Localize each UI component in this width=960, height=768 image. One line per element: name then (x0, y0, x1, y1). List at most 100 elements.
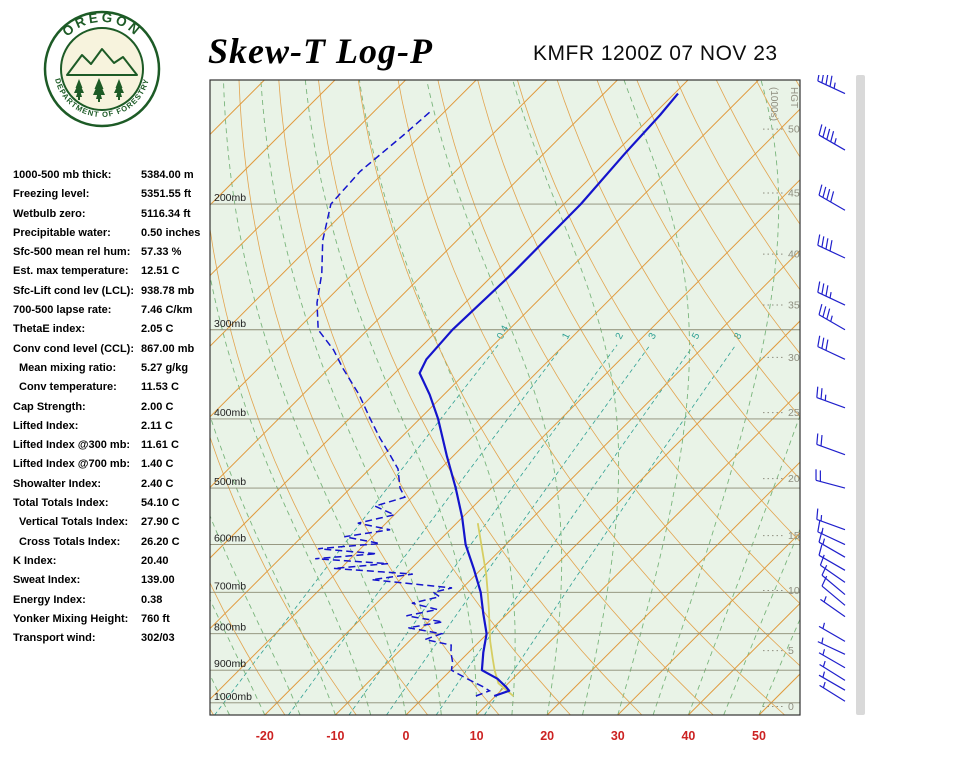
index-row: Sweat Index: 139.00 (13, 572, 213, 591)
logo-mountain-trees (66, 48, 138, 102)
isotherm (405, 320, 800, 715)
index-row: Lifted Index @300 mb: 11.61 C (13, 437, 213, 456)
height-label: 15 (788, 530, 800, 542)
isotherm (210, 80, 406, 277)
wind-barb (817, 234, 846, 259)
index-label: Cross Totals Index: (19, 535, 121, 548)
pressure-label: 400mb (214, 407, 246, 419)
wind-barb (818, 649, 846, 669)
height-label: 40 (788, 249, 800, 261)
dry-adiabat (517, 80, 800, 543)
wind-barb (816, 433, 846, 456)
index-value: 5.27 g/kg (141, 361, 189, 374)
wind-barb (818, 622, 846, 642)
isotherm (830, 80, 960, 715)
index-row: Est. max temperature: 12.51 C (13, 263, 213, 282)
height-axis-title: HGT (788, 87, 799, 108)
dry-adiabat (210, 435, 357, 715)
logo-inner-ring (60, 27, 144, 111)
index-value: 2.40 C (141, 477, 174, 490)
index-value: 54.10 C (141, 497, 180, 510)
dry-adiabat (210, 581, 286, 715)
wind-barb (819, 660, 846, 681)
index-label: K Index: (13, 554, 57, 567)
temp-axis-label: -20 (256, 729, 274, 743)
mixing-ratio-line (288, 344, 564, 715)
height-axis-units: (1000s) (768, 87, 779, 121)
index-label: 1000-500 mb thick: (13, 169, 112, 181)
mixing-ratio-label: 1 (560, 331, 573, 341)
isotherm (210, 80, 336, 206)
index-row: Energy Index: 0.38 (13, 592, 213, 611)
index-label: Sweat Index: (13, 574, 81, 587)
scrollbar[interactable] (856, 75, 865, 715)
height-label: 0 (788, 701, 794, 713)
temp-axis-label: 10 (470, 729, 484, 743)
height-label: 20 (788, 473, 800, 485)
wind-barb (817, 335, 846, 360)
index-value: 7.46 C/km (141, 304, 193, 317)
wind-barb (819, 681, 846, 702)
pressure-label: 800mb (214, 622, 246, 634)
index-label: ThetaE index: (13, 323, 86, 336)
moist-adiabat (210, 273, 372, 715)
temp-axis-label: 0 (403, 729, 410, 743)
index-row: Lifted Index: 2.11 C (13, 418, 213, 437)
dry-adiabat (836, 80, 960, 715)
dry-adiabat (876, 80, 960, 715)
dry-adiabat (318, 80, 643, 715)
wind-barb (816, 386, 846, 409)
index-label: Conv temperature: (19, 381, 117, 394)
wind-barb (820, 596, 846, 618)
index-row: Precipitable water: 0.50 inches (13, 225, 213, 244)
index-row: Yonker Mixing Height: 760 ft (13, 611, 213, 630)
index-row: Total Totals Index: 54.10 C (13, 495, 213, 514)
wind-barb (816, 508, 846, 531)
index-label: 700-500 lapse rate: (13, 304, 112, 317)
pressure-label: 200mb (214, 192, 246, 204)
dry-adiabat (795, 80, 800, 89)
chart-background (210, 80, 800, 715)
indices-panel: 1000-500 mb thick: 5384.00 m Freezing leve… (13, 167, 213, 649)
wind-barb (818, 184, 846, 211)
temp-axis-label: 20 (540, 729, 554, 743)
height-label: 30 (788, 352, 800, 364)
pressure-label: 300mb (214, 318, 246, 330)
index-row: 700-500 lapse rate: 7.46 C/km (13, 302, 213, 321)
mixing-ratio-label: 3 (647, 331, 660, 341)
index-value: 11.61 C (141, 439, 179, 452)
wind-barb-column (815, 75, 846, 702)
index-value: 867.00 mb (141, 342, 195, 355)
dry-adiabat (397, 80, 785, 715)
height-label: 25 (788, 407, 800, 419)
wind-barb (817, 75, 846, 95)
index-row: K Index: 20.40 (13, 553, 213, 572)
height-label: 10 (788, 585, 800, 597)
dry-adiabat (636, 80, 800, 355)
wind-barb (818, 303, 846, 331)
wind-barb (818, 124, 846, 151)
moist-adiabat (652, 80, 780, 715)
wind-barb (818, 671, 846, 691)
moist-adiabat (358, 80, 516, 715)
index-row: Sfc-Lift cond lev (LCL): 938.78 mb (13, 283, 213, 302)
dry-adiabat (357, 80, 714, 715)
index-value: 760 ft (141, 612, 170, 625)
index-value: 139.00 (141, 574, 175, 587)
index-value: 5384.00 m (141, 169, 194, 181)
index-label: Lifted Index @700 mb: (13, 458, 131, 471)
temp-axis-label: 30 (611, 729, 625, 743)
dry-adiabat (596, 80, 800, 418)
index-value: 0.50 inches (141, 226, 201, 239)
index-row: Freezing level: 5351.55 ft (13, 186, 213, 205)
index-label: Wetbulb zero: (13, 207, 86, 220)
index-value: 938.78 mb (141, 284, 195, 297)
wind-barb (821, 575, 846, 606)
index-value: 2.05 C (141, 323, 174, 336)
index-value: 2.00 C (141, 400, 174, 413)
isotherm (210, 108, 800, 700)
wind-barb (819, 554, 846, 583)
height-label: 45 (788, 188, 800, 200)
dry-adiabat (676, 80, 800, 291)
